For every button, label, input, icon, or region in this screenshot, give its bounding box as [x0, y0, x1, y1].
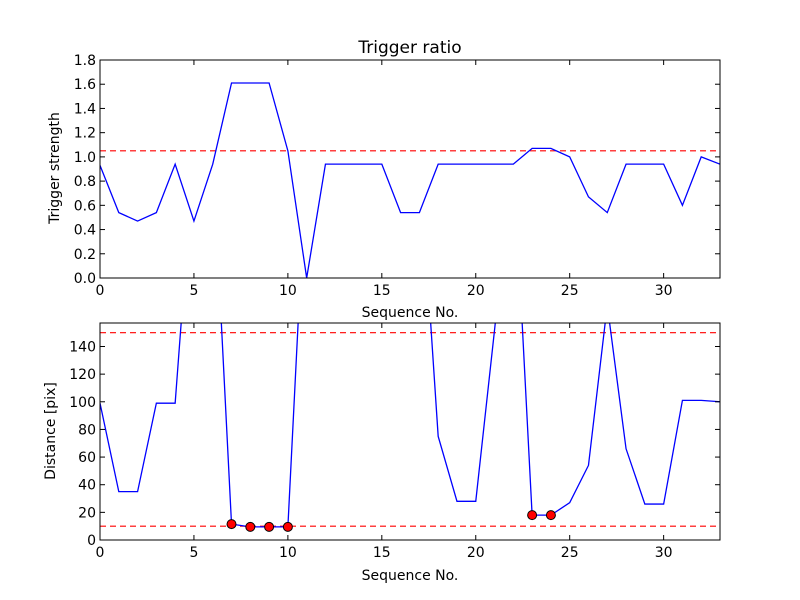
x-tick-label: 10 [279, 283, 297, 299]
data-point [226, 519, 237, 530]
data-point [282, 521, 293, 532]
x-tick-label: 25 [561, 545, 579, 561]
subplot-distance: Sequence No. Distance [pix] 0 5 10 15 20 25 30… [43, 322, 721, 584]
y-tick-label: 60 [78, 450, 96, 466]
subplot-trigger-ratio: Trigger ratio Sequence No. Trigger stren… [47, 38, 721, 321]
y-axis-label: Distance [pix] [43, 382, 59, 480]
y-tick-label: 0.0 [74, 271, 96, 287]
x-tick-label: 20 [467, 545, 485, 561]
y-tick-label: 0 [87, 533, 96, 549]
plot-area: 0 5 10 15 20 25 30 0.0 0.2 0.4 0.6 0.8 1.0 1.2 1.4 1.6 1… [74, 53, 721, 299]
data-point [527, 510, 538, 521]
plot-area: 0 5 10 15 20 25 30 0 20 40 60 80 100 120 140 [69, 322, 721, 561]
x-tick-label: 5 [189, 283, 198, 299]
y-tick-label: 1.2 [74, 126, 96, 142]
series-line [100, 82, 720, 278]
y-tick-label: 1.0 [74, 150, 96, 166]
x-tick-label: 30 [655, 283, 673, 299]
y-tick-label: 140 [69, 339, 96, 355]
y-tick-label: 80 [78, 422, 96, 438]
axes-frame [99, 322, 721, 541]
x-tick-label: 10 [279, 545, 297, 561]
axes-frame [99, 59, 721, 279]
x-tick-label: 15 [373, 283, 391, 299]
y-tick-label: 0.6 [74, 198, 96, 214]
y-tick-label: 100 [69, 395, 96, 411]
chart-title: Trigger ratio [357, 38, 461, 58]
data-point [245, 521, 256, 532]
x-axis-label: Sequence No. [362, 568, 459, 584]
y-tick-label: 1.8 [74, 53, 96, 69]
x-tick-label: 0 [96, 545, 105, 561]
data-point [545, 510, 556, 521]
y-tick-label: 0.4 [74, 223, 96, 239]
x-tick-label: 30 [655, 545, 673, 561]
x-tick-label: 15 [373, 545, 391, 561]
y-tick-label: 20 [78, 505, 96, 521]
data-point [264, 521, 275, 532]
y-tick-label: 1.6 [74, 77, 96, 93]
series-line [100, 323, 720, 528]
y-tick-label: 0.8 [74, 174, 96, 190]
y-tick-label: 1.4 [74, 101, 96, 117]
y-tick-label: 40 [78, 478, 96, 494]
y-tick-label: 0.2 [74, 247, 96, 263]
x-tick-label: 0 [96, 283, 105, 299]
y-tick-label: 120 [69, 367, 96, 383]
x-tick-label: 5 [189, 545, 198, 561]
x-axis-label: Sequence No. [362, 305, 459, 321]
y-axis-label: Trigger strength [47, 112, 63, 225]
x-tick-label: 25 [561, 283, 579, 299]
x-tick-label: 20 [467, 283, 485, 299]
